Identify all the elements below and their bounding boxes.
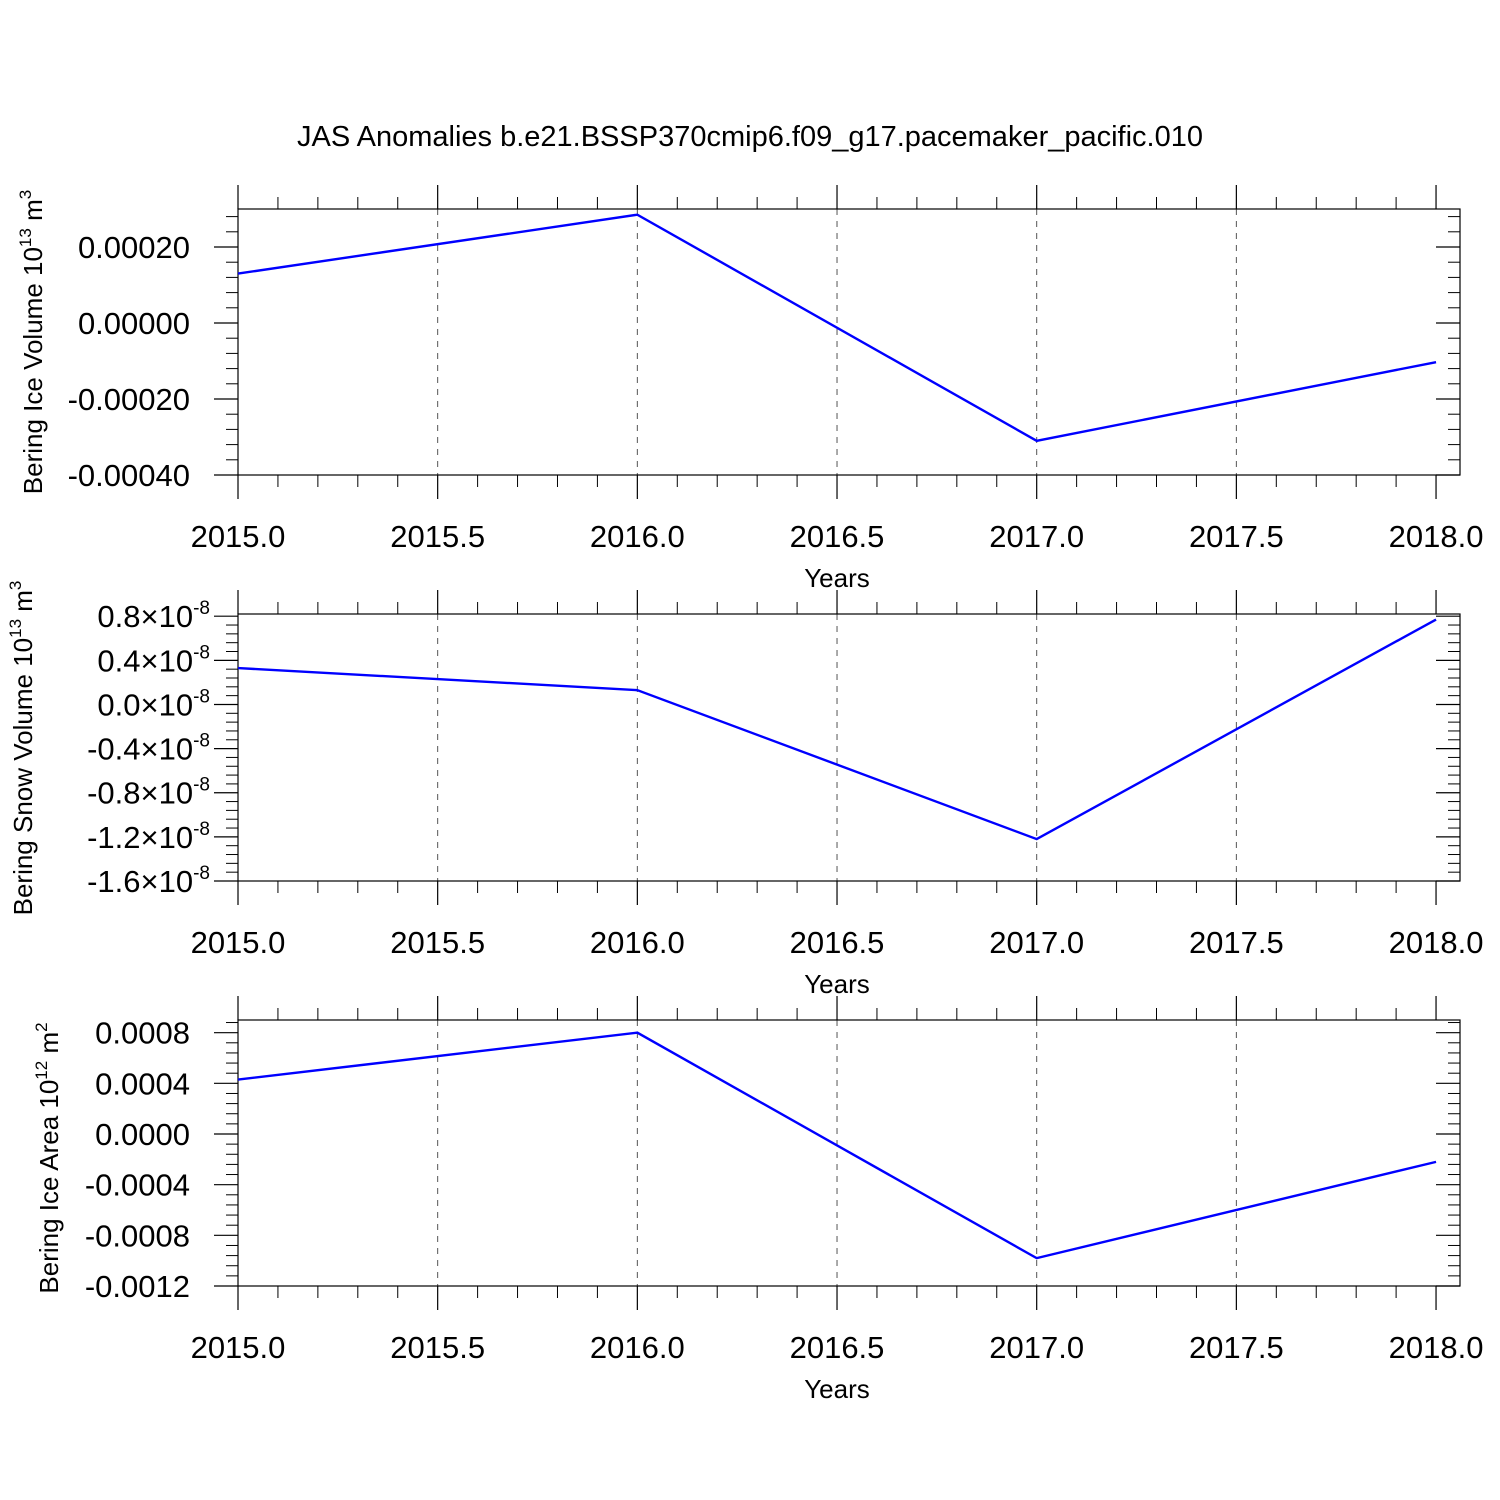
x-axis-label: Years <box>804 969 870 999</box>
chart-panel-1: 2015.0 2015.5 2016.0 2016.5 2017.0 2017.5 2018… <box>16 185 1483 593</box>
y-tick-label: -0.00040 <box>68 458 190 493</box>
y-axis-label: Bering Ice Area 1012 m2 <box>32 1022 64 1293</box>
x-tick-label: 2018.0 <box>1389 1330 1484 1365</box>
x-tick-label: 2018.0 <box>1389 925 1484 960</box>
x-tick-label: 2017.0 <box>989 1330 1084 1365</box>
series-line <box>237 618 1437 841</box>
x-axis-label: Years <box>804 563 870 593</box>
x-tick-label: 2017.5 <box>1189 1330 1284 1365</box>
x-tick-label: 2015.0 <box>191 925 286 960</box>
x-tick-label: 2017.0 <box>989 519 1084 554</box>
y-tick-label: -0.0008 <box>85 1218 190 1253</box>
series-line <box>237 1031 1437 1260</box>
x-tick-label: 2015.5 <box>390 925 485 960</box>
x-tick-label: 2015.0 <box>191 519 286 554</box>
x-tick-label: 2015.0 <box>191 1330 286 1365</box>
x-tick-label: 2016.5 <box>790 925 885 960</box>
chart-panel-3: 2015.0 2015.5 2016.0 2016.5 2017.0 2017.5 2018… <box>32 996 1483 1404</box>
x-tick-label: 2018.0 <box>1389 519 1484 554</box>
y-tick-label: 0.00000 <box>78 306 190 341</box>
x-tick-label: 2016.0 <box>590 925 685 960</box>
x-tick-label: 2017.5 <box>1189 925 1284 960</box>
plot-frame <box>237 613 1461 882</box>
x-tick-label: 2017.0 <box>989 925 1084 960</box>
x-tick-label: 2016.0 <box>590 1330 685 1365</box>
y-tick-label: 0.0×10-8 <box>97 686 210 722</box>
y-axis-label: Bering Ice Volume 1013 m3 <box>16 190 48 494</box>
x-tick-label: 2016.0 <box>590 519 685 554</box>
x-tick-label: 2015.5 <box>390 1330 485 1365</box>
y-tick-label: -0.8×10-8 <box>87 775 210 811</box>
y-tick-label: -0.0012 <box>85 1269 190 1304</box>
y-axis-label: Bering Snow Volume 1013 m3 <box>6 581 38 916</box>
y-tick-label: 0.4×10-8 <box>97 642 210 678</box>
y-tick-label: -0.0004 <box>85 1168 190 1203</box>
y-tick-label: 0.0000 <box>95 1117 190 1152</box>
x-axis-label: Years <box>804 1374 870 1404</box>
x-tick-label: 2016.5 <box>790 519 885 554</box>
x-tick-label: 2016.5 <box>790 1330 885 1365</box>
y-tick-label: 0.0008 <box>95 1016 190 1051</box>
y-tick-label: 0.00020 <box>78 230 190 265</box>
y-tick-label: -0.00020 <box>68 382 190 417</box>
chart-title: JAS Anomalies b.e21.BSSP370cmip6.f09_g17… <box>297 121 1203 153</box>
x-tick-label: 2015.5 <box>390 519 485 554</box>
y-tick-label: -0.4×10-8 <box>87 731 210 767</box>
y-tick-label: 0.0004 <box>95 1066 190 1101</box>
plot-frame <box>237 208 1461 476</box>
x-tick-label: 2017.5 <box>1189 519 1284 554</box>
y-tick-label: -1.2×10-8 <box>87 819 210 855</box>
y-tick-label: -1.6×10-8 <box>87 863 210 899</box>
chart-panel-2: 2015.0 2015.5 2016.0 2016.5 2017.0 2017.5 2018… <box>6 581 1483 999</box>
plot-frame <box>237 1019 1461 1287</box>
series-line <box>237 213 1437 443</box>
panels: 2015.0 2015.5 2016.0 2016.5 2017.0 2017.5 2018… <box>6 185 1483 1404</box>
y-tick-label: 0.8×10-8 <box>97 598 210 634</box>
